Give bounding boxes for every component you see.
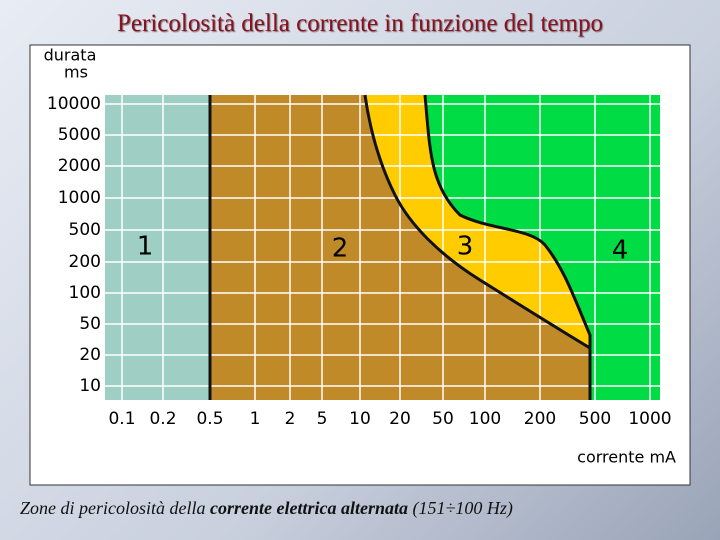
y-tick-label: 10000 (47, 94, 101, 114)
y-tick-label: 1000 (58, 188, 101, 208)
x-tick-label: 500 (579, 409, 611, 429)
y-tick-label: 20 (79, 345, 101, 365)
x-tick-label: 0.2 (149, 409, 176, 429)
y-tick-label: 200 (69, 252, 101, 272)
x-tick-label: 1000 (628, 409, 671, 429)
y-tick-label: 50 (79, 314, 101, 334)
x-tick-label: 200 (524, 409, 556, 429)
caption: Zone di pericolosità della corrente elet… (20, 498, 513, 519)
y-axis-label: durata (44, 46, 97, 65)
zone-label: 3 (457, 232, 474, 262)
zone-label: 1 (137, 232, 154, 262)
y-tick-label: 100 (69, 283, 101, 303)
y-axis-label: ms (64, 63, 88, 82)
y-tick-label: 2000 (58, 156, 101, 176)
zone-3 (365, 95, 590, 348)
caption-text: Zone di pericolosità della (20, 498, 210, 518)
x-tick-label: 0.5 (196, 409, 223, 429)
title: Pericolosità della corrente in funzione … (117, 10, 603, 37)
x-tick-label: 1 (250, 409, 261, 429)
x-tick-label: 5 (317, 409, 328, 429)
caption-text: (151÷100 Hz) (407, 498, 513, 518)
y-tick-label: 10 (79, 376, 101, 396)
x-tick-label: 100 (469, 409, 501, 429)
y-tick-label: 500 (69, 220, 101, 240)
x-tick-label: 50 (432, 409, 454, 429)
y-tick-label: 5000 (58, 125, 101, 145)
boundary (363, 94, 591, 350)
x-tick-label: 20 (389, 409, 411, 429)
x-tick-label: 10 (349, 409, 371, 429)
x-axis-label: corrente mA (577, 448, 676, 467)
zone-label: 4 (612, 236, 629, 266)
x-tick-label: 0.1 (108, 409, 135, 429)
caption-text: corrente elettrica alternata (209, 498, 408, 518)
x-tick-label: 2 (285, 409, 296, 429)
boundary (423, 94, 592, 400)
zone-label: 2 (332, 234, 349, 264)
